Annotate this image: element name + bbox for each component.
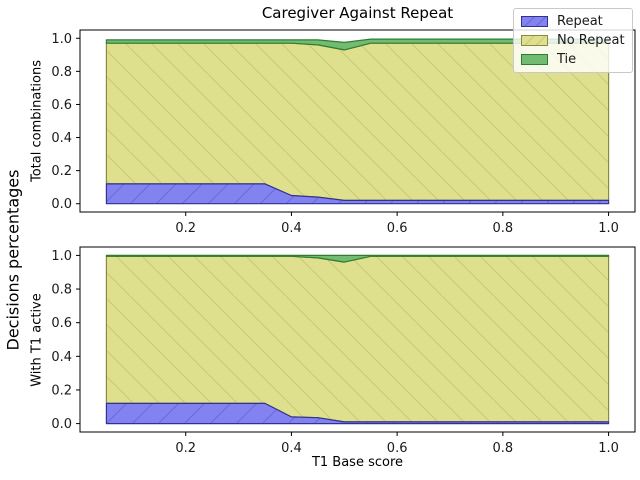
repeat-area-edge bbox=[105, 183, 610, 205]
x-tick-label: 1.0 bbox=[598, 441, 619, 456]
y-tick-label: 0.0 bbox=[51, 417, 72, 432]
x-tick-label: 0.6 bbox=[387, 441, 408, 456]
tie-swatch-icon bbox=[521, 54, 548, 65]
y-tick-label: 0.8 bbox=[51, 283, 72, 298]
repeat-area-hatch bbox=[106, 183, 609, 204]
x-tick-label: 1.0 bbox=[598, 221, 619, 236]
y-tick-label: 1.0 bbox=[51, 32, 72, 47]
legend-item-tie: Tie bbox=[521, 52, 625, 67]
legend-label: Repeat bbox=[557, 14, 603, 29]
repeat-area-edge bbox=[105, 402, 610, 425]
y-tick-label: 0.4 bbox=[51, 131, 72, 146]
bottom-chart: 0.2 0.4 0.6 0.8 1.0 0.0 0.2 0.4 0.6 0.8 1.0 bbox=[51, 246, 636, 456]
repeat-swatch-icon bbox=[521, 16, 548, 27]
no_repeat-area-hatch bbox=[106, 256, 609, 422]
y-tick-label: 0.6 bbox=[51, 98, 72, 113]
figure-title: Caregiver Against Repeat bbox=[261, 4, 454, 22]
top-chart: 0.2 0.4 0.6 0.8 1.0 0.0 0.2 0.4 0.6 0.8 1.0 bbox=[51, 29, 636, 236]
plot-border bbox=[79, 246, 636, 433]
x-tick-label: 0.2 bbox=[175, 441, 196, 456]
no-repeat-swatch-icon bbox=[521, 35, 548, 46]
tie-area-edge bbox=[105, 254, 610, 263]
legend-item-repeat: Repeat bbox=[521, 14, 625, 29]
legend-item-no-repeat: No Repeat bbox=[521, 33, 625, 48]
x-tick-label: 0.6 bbox=[387, 221, 408, 236]
legend-label: Tie bbox=[557, 52, 577, 67]
x-axis-label: T1 Base score bbox=[311, 455, 404, 470]
legend: Repeat No Repeat Tie bbox=[513, 8, 633, 73]
no_repeat-area-hatch bbox=[106, 43, 609, 201]
x-tick-label: 0.8 bbox=[493, 221, 514, 236]
y-tick-label: 0.0 bbox=[51, 197, 72, 212]
x-tick-label: 0.2 bbox=[175, 221, 196, 236]
y-tick-label: 1.0 bbox=[51, 249, 72, 264]
x-tick-label: 0.4 bbox=[281, 441, 302, 456]
y-tick-label: 0.6 bbox=[51, 316, 72, 331]
x-tick-label: 0.8 bbox=[493, 441, 514, 456]
y-tick-label: 0.4 bbox=[51, 350, 72, 365]
y-tick-label: 0.8 bbox=[51, 65, 72, 80]
x-tick-label: 0.4 bbox=[281, 221, 302, 236]
legend-label: No Repeat bbox=[557, 33, 625, 48]
plot-border bbox=[79, 29, 636, 213]
tie-area bbox=[106, 39, 609, 50]
y-tick-label: 0.2 bbox=[51, 164, 72, 179]
repeat-area-hatch bbox=[106, 403, 609, 424]
y-tick-label: 0.2 bbox=[51, 383, 72, 398]
